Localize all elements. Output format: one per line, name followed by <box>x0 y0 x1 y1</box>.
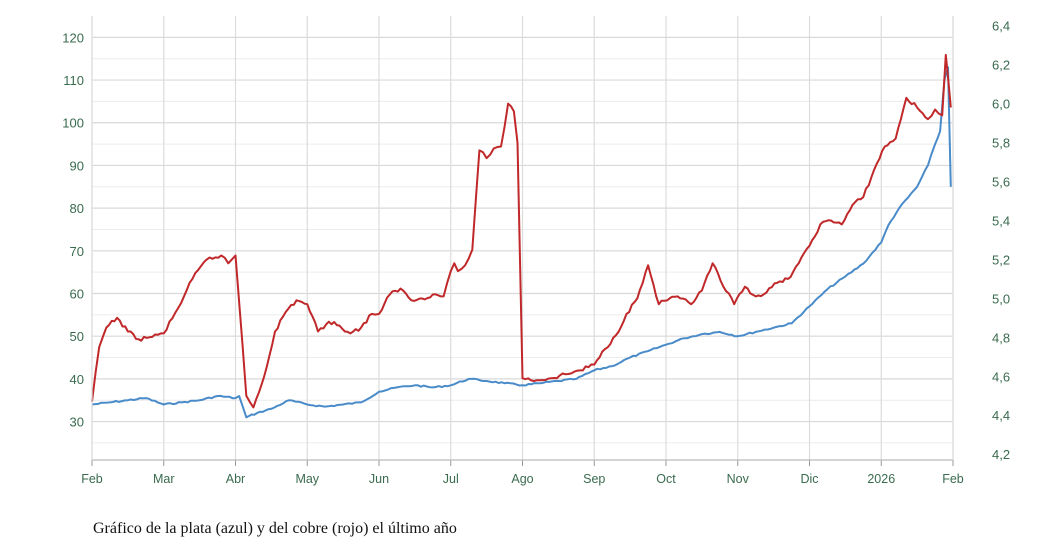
y-left-tick-label: 90 <box>70 158 84 173</box>
x-tick-label: Ago <box>511 472 533 486</box>
x-tick-label: Feb <box>942 472 964 486</box>
x-tick-label: Feb <box>81 472 103 486</box>
y-left-tick-label: 40 <box>70 372 84 387</box>
y-left-tick-label: 50 <box>70 329 84 344</box>
x-tick-label: 2026 <box>867 472 895 486</box>
x-tick-label: Abr <box>226 472 245 486</box>
x-axis-ticks: Feb Mar Abr May Jun Jul Ago Sep Oct Nov Dic 2026 Feb <box>81 472 964 486</box>
x-tick-label: Sep <box>583 472 605 486</box>
y-right-tick-label: 6,4 <box>992 19 1010 34</box>
axes-layer <box>91 16 954 466</box>
series-line-2 <box>91 53 952 409</box>
y-left-tick-label: 80 <box>70 201 84 216</box>
y-axis-right-ticks: 4,2 4,4 4,6 4,8 5,0 5,2 5,4 5,6 5,8 6,0 6,2 6,4 <box>992 19 1010 462</box>
y-axis-left-ticks: 30 40 50 60 70 80 90 100 110 120 <box>62 30 84 429</box>
y-right-tick-label: 4,4 <box>992 408 1010 423</box>
dual-axis-line-chart: 30 40 50 60 70 80 90 100 110 120 4,2 4,4 4,6 4,8 5,0 5… <box>62 16 1010 486</box>
x-tick-label: Jun <box>369 472 389 486</box>
y-right-tick-label: 4,6 <box>992 369 1010 384</box>
grid-lines <box>91 16 954 460</box>
y-right-tick-label: 4,8 <box>992 330 1010 345</box>
y-left-tick-label: 30 <box>70 415 84 430</box>
y-right-tick-label: 5,4 <box>992 213 1010 228</box>
y-right-tick-label: 5,2 <box>992 252 1010 267</box>
x-tick-label: Nov <box>727 472 750 486</box>
y-right-tick-label: 6,0 <box>992 97 1010 112</box>
chart-container: 30 40 50 60 70 80 90 100 110 120 4,2 4,4 4,6 4,8 5,0 5… <box>62 16 1010 486</box>
x-tick-label: Jul <box>443 472 459 486</box>
y-right-tick-label: 5,0 <box>992 291 1010 306</box>
y-left-tick-label: 110 <box>63 73 84 88</box>
series-line-1 <box>91 66 952 419</box>
chart-caption: Gráfico de la plata (azul) y del cobre (… <box>93 520 457 537</box>
y-left-tick-label: 70 <box>70 244 84 259</box>
y-left-tick-label: 120 <box>62 30 84 45</box>
y-right-tick-label: 5,8 <box>992 136 1010 151</box>
y-right-tick-label: 6,2 <box>992 58 1010 73</box>
x-tick-label: Dic <box>800 472 818 486</box>
y-left-tick-label: 60 <box>70 287 84 302</box>
y-left-tick-label: 100 <box>62 116 84 131</box>
y-right-tick-label: 4,2 <box>992 447 1010 462</box>
y-right-tick-label: 5,6 <box>992 175 1010 190</box>
x-tick-label: May <box>295 472 319 486</box>
x-tick-label: Oct <box>656 472 676 486</box>
series-layer <box>91 53 952 419</box>
x-tick-label: Mar <box>153 472 175 486</box>
